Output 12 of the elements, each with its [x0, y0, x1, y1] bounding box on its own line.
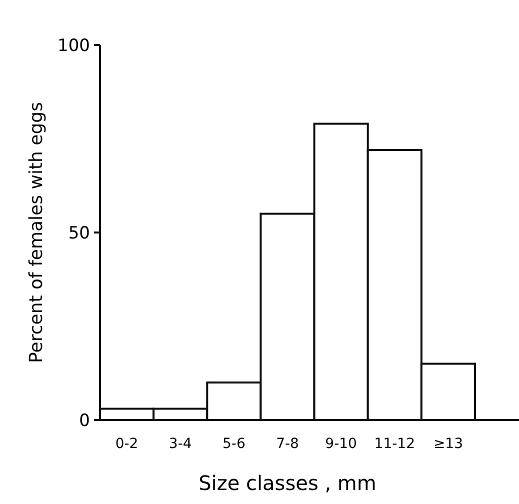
y-tick-label: 0: [79, 410, 90, 431]
x-tick-label: 9-10: [325, 436, 357, 452]
x-tick-label: 7-8: [276, 436, 299, 452]
x-tick-label: 3-4: [168, 436, 192, 452]
x-tick-label: 0-2: [115, 436, 138, 452]
x-axis-title: Size classes , mm: [198, 471, 376, 495]
x-tick-label: ≥13: [433, 436, 463, 452]
y-axis-title: Percent of females with eggs: [26, 102, 47, 363]
y-tick-label: 50: [68, 223, 90, 244]
x-tick-label: 11-12: [374, 436, 415, 452]
y-tick-label: 100: [58, 36, 90, 56]
x-tick-label: 5-6: [222, 436, 246, 452]
